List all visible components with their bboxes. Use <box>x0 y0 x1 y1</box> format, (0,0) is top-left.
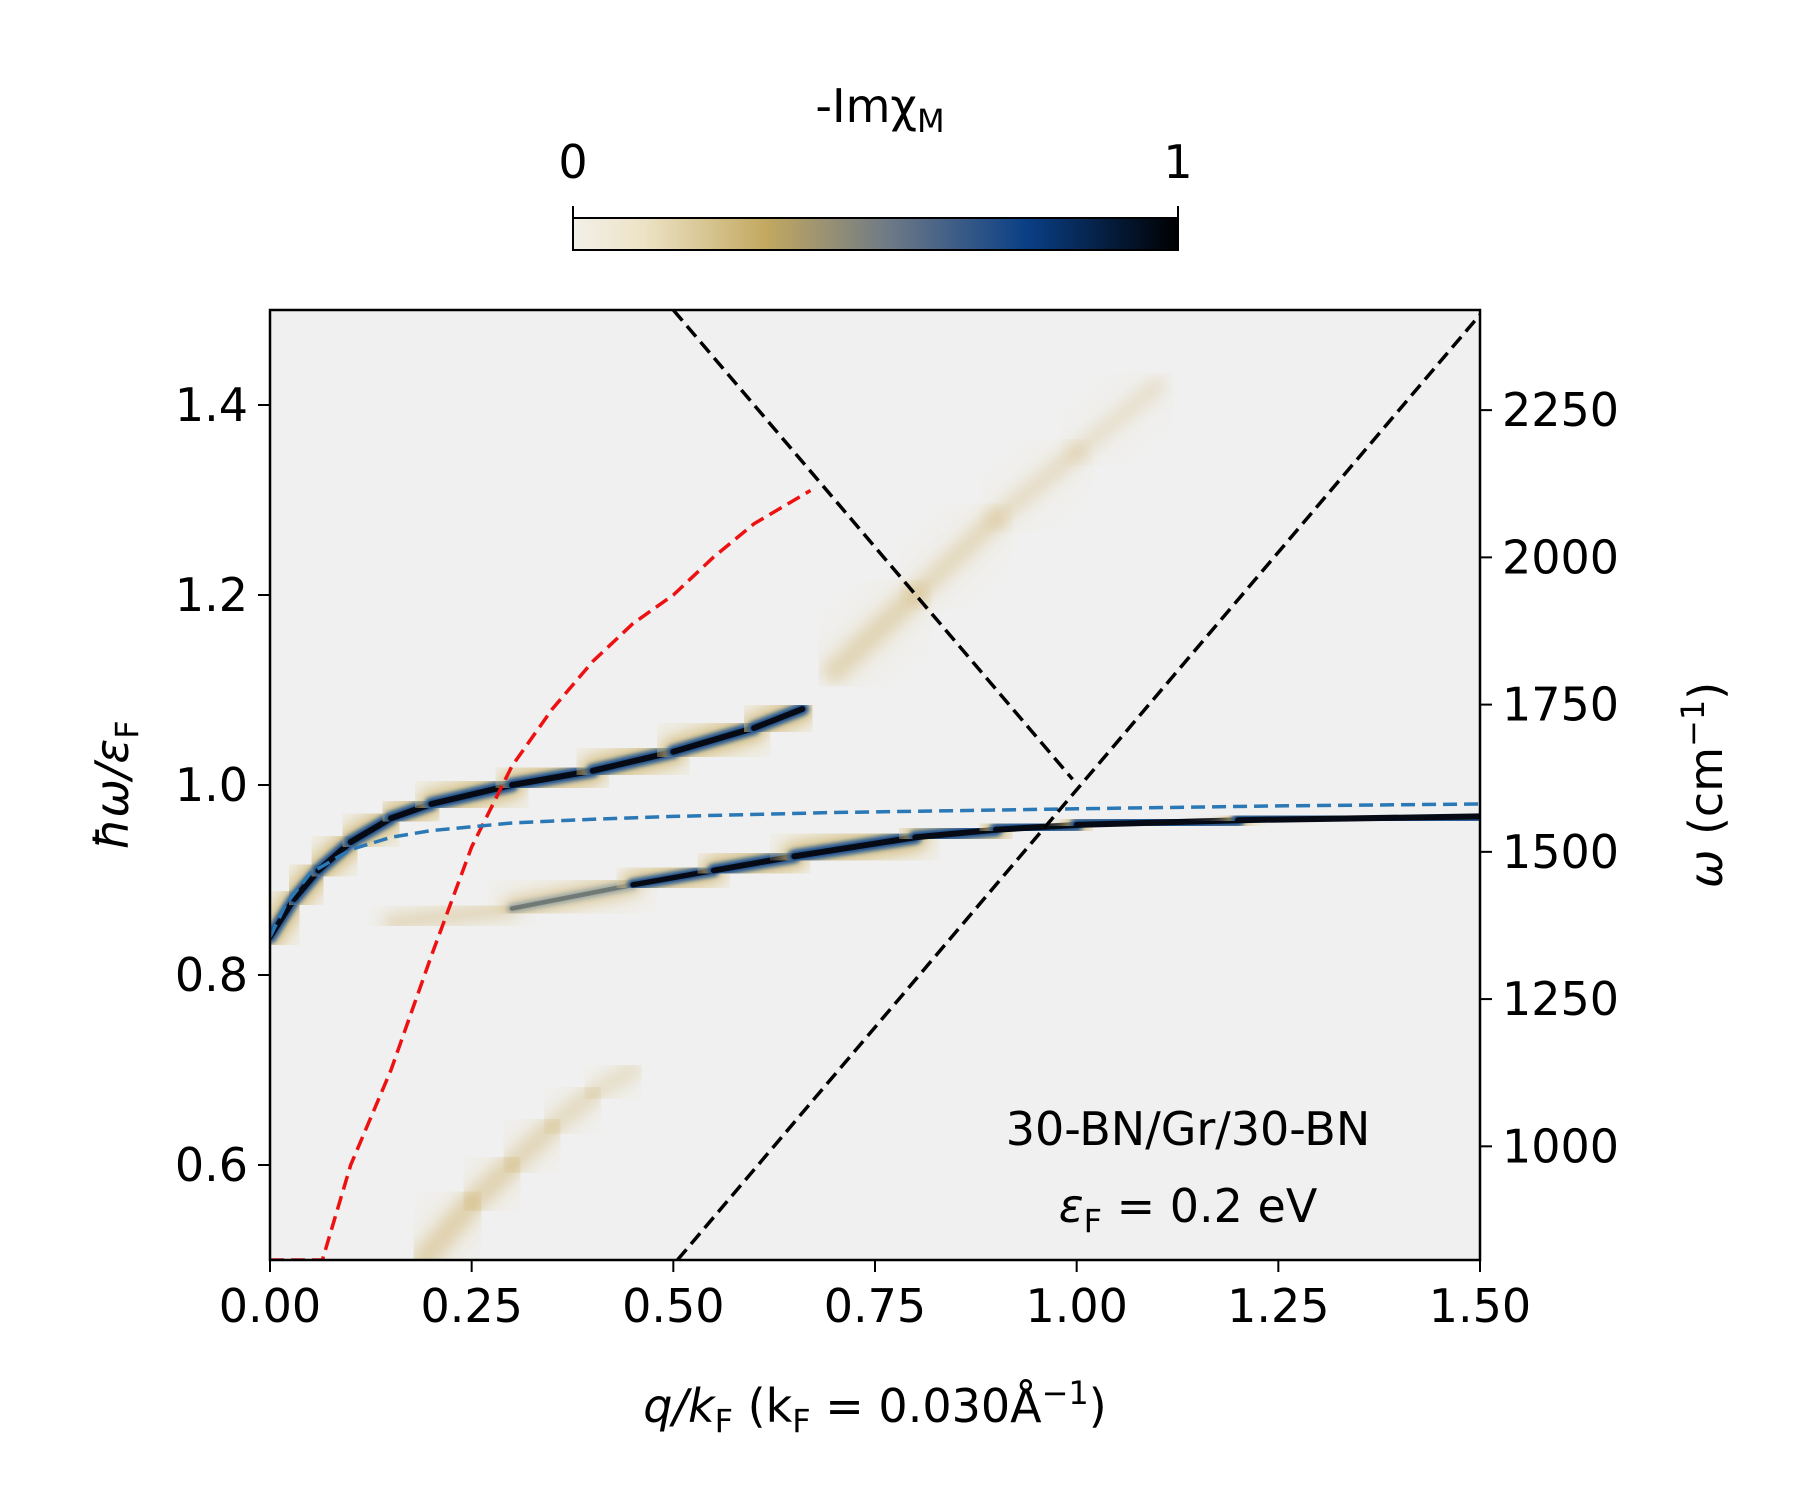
band-faint-lower-branch <box>400 1052 651 1260</box>
band-segment <box>1067 377 1167 462</box>
y2-tick-label: 1250 <box>1502 972 1619 1026</box>
y2-tick-label: 2000 <box>1502 530 1619 584</box>
line-red-dashed <box>270 488 812 1260</box>
x-tick-label: 1.50 <box>1429 1279 1531 1333</box>
band-segment <box>506 879 639 914</box>
band-segment <box>583 1060 643 1103</box>
colorbar-tick-label-1: 1 <box>1163 135 1192 189</box>
y-axis-left-label: ħω/εF <box>85 720 146 849</box>
y-axis-left: 0.6 0.8 1.0 1.2 1.4 <box>175 378 270 1192</box>
y-tick-label: 0.6 <box>175 1138 248 1192</box>
band-lower-phonon-branch <box>375 793 1480 939</box>
band-segment <box>905 508 1007 606</box>
x-tick-label: 0.50 <box>622 1279 724 1333</box>
band-faint-diagonal-continuum <box>812 369 1175 693</box>
colorbar-tick-label-0: 0 <box>558 135 587 189</box>
line-black-dashed-falling <box>671 310 1074 781</box>
x-tick-label: 0.75 <box>824 1279 926 1333</box>
line-blue-dashed <box>270 802 1480 938</box>
y2-tick-label: 1750 <box>1502 678 1619 732</box>
x-tick-label: 1.25 <box>1227 1279 1329 1333</box>
x-tick-label: 0.00 <box>219 1279 321 1333</box>
band-segment <box>751 706 806 731</box>
y2-tick-label: 1500 <box>1502 825 1619 879</box>
colorbar: -ImχM 0 1 <box>558 79 1193 251</box>
band-segment <box>382 900 521 932</box>
x-axis: 0.00 0.25 0.50 0.75 1.00 1.25 1.50 <box>219 1260 1531 1333</box>
band-segment <box>509 882 636 911</box>
band-segment <box>1235 813 1480 824</box>
overlay-lines <box>270 310 1480 1260</box>
y-axis-right: 1000 1250 1500 1750 2000 2250 <box>1480 383 1619 1173</box>
x-axis-label: q/kF (kF = 0.030Å−1) <box>643 1374 1106 1440</box>
x-tick-label: 1.00 <box>1025 1279 1127 1333</box>
y-tick-label: 1.4 <box>175 378 248 432</box>
y-tick-label: 1.0 <box>175 758 248 812</box>
x-tick-label: 0.25 <box>420 1279 522 1333</box>
band-segment <box>986 443 1087 529</box>
annotation-fermi-energy: εF = 0.2 eV <box>1059 1179 1318 1240</box>
y-tick-label: 0.8 <box>175 948 248 1002</box>
colorbar-gradient <box>572 217 1179 251</box>
y2-tick-label: 1000 <box>1502 1119 1619 1173</box>
y-axis-right-label: ω (cm−1) <box>1674 682 1733 888</box>
colorbar-label: -ImχM <box>815 79 944 140</box>
y2-tick-label: 2250 <box>1502 383 1619 437</box>
y-tick-label: 1.2 <box>175 568 248 622</box>
line-black-dashed-rising <box>676 313 1480 1260</box>
band-segment <box>1073 817 1241 828</box>
annotation-system: 30-BN/Gr/30-BN <box>1006 1102 1370 1156</box>
